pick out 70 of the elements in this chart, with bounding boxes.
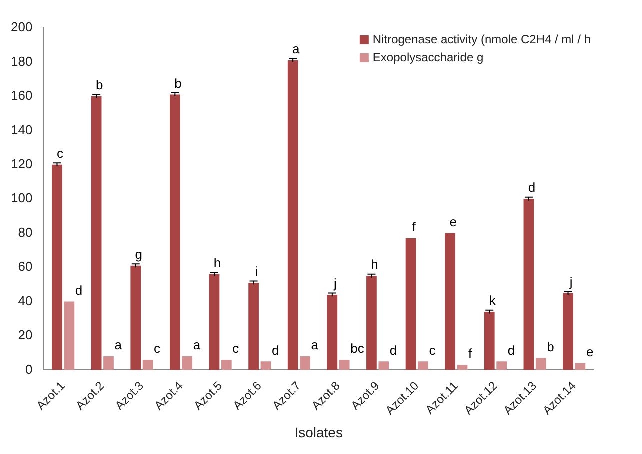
bar	[339, 360, 350, 370]
bar	[104, 356, 114, 370]
annotation: d	[272, 342, 280, 358]
bar	[52, 164, 62, 370]
annotation: b	[96, 78, 104, 93]
bar	[418, 362, 428, 370]
bar	[248, 282, 259, 370]
y-tick-label: 100	[10, 190, 33, 206]
bar	[406, 238, 416, 370]
annotation: d	[508, 342, 516, 358]
annotation: a	[311, 338, 320, 353]
annotation: e	[586, 344, 594, 360]
y-tick-label: 200	[10, 20, 33, 35]
bar	[130, 266, 142, 370]
x-axis-title: Isolates	[294, 424, 343, 440]
bar	[142, 360, 154, 370]
bar	[457, 365, 468, 370]
annotation: e	[450, 214, 457, 230]
annotation: g	[135, 246, 142, 262]
annotation: f	[412, 220, 416, 235]
bar	[327, 294, 338, 370]
annotation: d	[528, 180, 536, 196]
annotation: j	[568, 274, 573, 290]
annotation: j	[332, 276, 337, 292]
annotation: f	[468, 346, 473, 362]
annotation: c	[429, 342, 436, 358]
annotation: h	[371, 257, 378, 272]
y-tick-label: 120	[10, 156, 33, 172]
annotation: h	[214, 255, 222, 270]
annotation: b	[547, 339, 554, 354]
bar	[524, 199, 534, 370]
bar	[209, 274, 220, 370]
bar	[64, 302, 75, 370]
bar	[496, 362, 507, 370]
annotation: d	[390, 342, 398, 358]
bar	[288, 60, 298, 370]
bar	[300, 356, 310, 370]
bar	[575, 363, 586, 370]
y-tick-label: 0	[25, 362, 33, 377]
bar	[366, 276, 377, 370]
annotation: a	[292, 42, 300, 57]
bar	[260, 362, 272, 370]
bar	[563, 293, 574, 370]
annotation: c	[57, 146, 64, 161]
annotation: b	[174, 76, 182, 91]
annotation: d	[75, 282, 83, 298]
annotation: a	[193, 338, 202, 353]
y-tick-label: 140	[10, 122, 33, 138]
annotation: c	[232, 341, 240, 356]
annotation: c	[154, 341, 162, 356]
bar	[221, 360, 232, 370]
annotation: a	[114, 338, 123, 353]
bar	[182, 356, 193, 370]
annotation: i	[255, 264, 258, 280]
bar	[170, 94, 180, 370]
bar	[484, 312, 495, 370]
y-tick-label: 40	[18, 293, 33, 308]
legend-label: Exopolysaccharide g	[372, 50, 484, 64]
y-tick-label: 20	[18, 328, 33, 343]
bar	[378, 362, 390, 370]
legend-label: Nitrogenase activity (nmole C2H4 / ml / h	[372, 32, 592, 46]
y-tick-label: 60	[18, 259, 33, 274]
annotation: k	[489, 293, 496, 308]
y-tick-label: 160	[10, 88, 33, 104]
y-tick-label: 80	[18, 224, 33, 240]
bar	[91, 96, 102, 370]
bar	[445, 233, 456, 370]
bar	[536, 358, 546, 370]
annotation: bc	[350, 341, 365, 356]
y-tick-label: 180	[10, 54, 33, 69]
